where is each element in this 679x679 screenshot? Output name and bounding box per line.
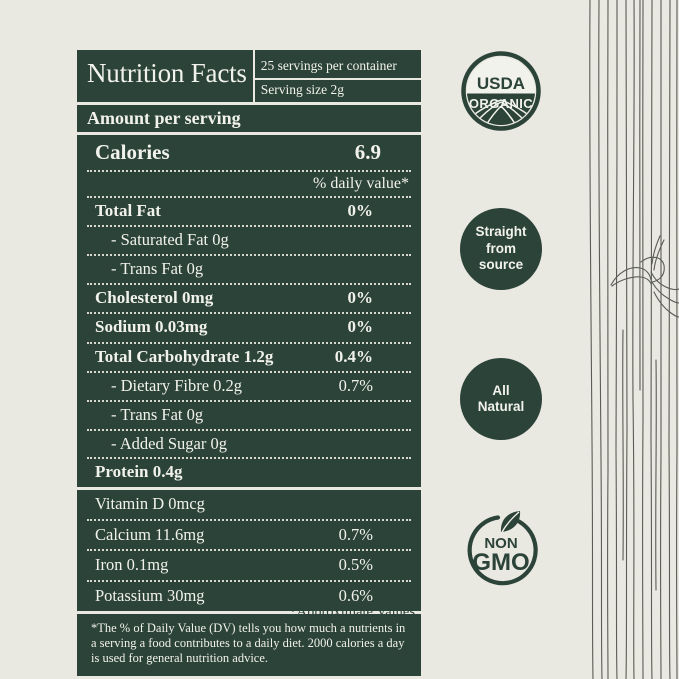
usda-top-text: USDA	[477, 74, 525, 93]
vitamin-name: Calcium 11.6mg	[95, 524, 205, 544]
vitamin-row-rule	[87, 549, 411, 552]
calories-value: 6.9	[354, 140, 381, 165]
vitamin-row: Iron 0.1mg 0.5%	[77, 551, 421, 580]
nutrient-daily-value: 0%	[347, 200, 374, 220]
nutrient-row-rule	[87, 282, 411, 285]
nutrient-daily-value: 0.4%	[334, 346, 373, 366]
nutrient-name: - Saturated Fat 0g	[111, 230, 229, 250]
calories-row: Calories 6.9	[77, 135, 421, 169]
nutrient-daily-value: 0.7%	[338, 375, 373, 395]
source-line-3: source	[478, 257, 524, 273]
nutrient-row-rule	[87, 341, 411, 344]
badge-non-gmo: NON GMO	[460, 508, 542, 590]
nutrient-row: - Trans Fat 0g	[77, 256, 421, 283]
source-line-1: Straight	[475, 224, 527, 240]
nutrient-row-rule	[87, 312, 411, 315]
nutrient-row: Sodium 0.03mg 0%	[77, 314, 421, 341]
badge-all-natural: All Natural	[460, 358, 542, 440]
approximate-values-note: *Approximate Values	[289, 604, 415, 620]
amount-per-serving: Amount per serving	[87, 107, 241, 128]
nutrient-row: Total Carbohydrate 1.2g 0.4%	[77, 344, 421, 371]
nutrient-row: - Saturated Fat 0g	[77, 227, 421, 254]
nutrient-name: Protein 0.4g	[95, 462, 183, 482]
vitamin-daily-value: 0.5%	[338, 555, 373, 575]
nutrient-name: Total Carbohydrate 1.2g	[95, 346, 274, 366]
vitamin-name: Iron 0.1mg	[95, 555, 169, 575]
natural-line-2: Natural	[477, 399, 525, 414]
stalk-illustration-svg	[589, 0, 679, 679]
non-gmo-icon: NON GMO	[467, 511, 538, 586]
vitamin-row: Calcium 11.6mg 0.7%	[77, 521, 421, 550]
nutrient-daily-value: 0%	[347, 287, 374, 307]
usda-bottom-text: ORGANIC	[469, 96, 533, 111]
nutrient-name: Total Fat	[95, 200, 161, 220]
rule-below-calories	[87, 169, 411, 172]
nutrient-row: Cholesterol 0mg 0%	[77, 285, 421, 312]
badge-usda-organic: USDA ORGANIC	[460, 50, 542, 132]
nutrient-row-rule	[87, 428, 411, 431]
vitamin-row-rule	[87, 580, 411, 583]
page-title: Nutrition Facts	[87, 58, 247, 88]
nutrient-row-rule	[87, 254, 411, 256]
vitamin-daily-value: 0.6%	[338, 586, 373, 606]
source-line-2: from	[486, 240, 516, 256]
all-natural-circle: All Natural	[460, 358, 542, 440]
calories-label: Calories	[95, 140, 170, 165]
nutrient-name: - Trans Fat 0g	[111, 404, 204, 424]
vitamin-daily-value: 0.7%	[338, 524, 373, 544]
nutrient-row: Protein 0.4g	[77, 459, 421, 486]
straight-from-source-circle: Straight from source	[460, 208, 542, 290]
nutrient-row-rule	[87, 370, 411, 373]
nutrient-row: - Dietary Fibre 0.2g 0.7%	[77, 373, 421, 400]
nutrient-name: - Trans Fat 0g	[111, 259, 204, 278]
natural-line-1: All	[492, 382, 510, 398]
vitamin-name: Potassium 30mg	[95, 586, 205, 606]
nutrient-row-rule	[87, 225, 411, 228]
rule-below-amount	[77, 132, 421, 136]
servings-block: 25 servings per container Serving size 2…	[252, 50, 421, 102]
badge-straight-from-source: Straight from source	[460, 208, 542, 290]
rule-above-vitamins	[77, 486, 421, 490]
stalk-illustration	[588, 0, 679, 679]
nutrient-row: - Trans Fat 0g	[77, 402, 421, 429]
nutrient-row-rule	[87, 457, 411, 460]
rule-above-amount	[77, 101, 421, 105]
nutrient-row: - Added Sugar 0g	[77, 431, 421, 458]
label-header: Nutrition Facts 25 servings per containe…	[77, 50, 421, 102]
nutrient-name: Cholesterol 0mg	[95, 287, 214, 307]
serving-size: Serving size 2g	[260, 81, 344, 97]
nutrient-rows: Total Fat 0% - Saturated Fat 0g - Trans Fat…	[77, 198, 421, 487]
daily-value-header: % daily value*	[313, 174, 409, 192]
usda-organic-icon: USDA ORGANIC	[461, 51, 541, 131]
non-gmo-line-2: GMO	[472, 549, 529, 576]
nutrient-row: Total Fat 0%	[77, 198, 421, 225]
nutrient-name: - Added Sugar 0g	[111, 433, 227, 453]
vitamin-row: Potassium 30mg 0.6%	[77, 582, 421, 611]
vitamin-name: Vitamin D 0mcg	[95, 493, 205, 513]
rule-above-footnote	[77, 610, 421, 614]
nutrient-daily-value: 0%	[347, 317, 374, 337]
rule-below-dv-header	[87, 195, 411, 198]
non-gmo-line-1: NON	[484, 535, 517, 552]
nutrition-facts-label: Nutrition Facts 25 servings per containe…	[77, 50, 421, 676]
nutrient-row-rule	[87, 399, 411, 402]
vitamin-row-rule	[87, 518, 411, 521]
nutrient-name: - Dietary Fibre 0.2g	[111, 375, 243, 395]
vitamin-row: Vitamin D 0mcg	[77, 490, 421, 519]
servings-separator	[254, 77, 421, 80]
servings-per-container: 25 servings per container	[260, 58, 397, 73]
footnote-text: *The % of Daily Value (DV) tells you how…	[91, 620, 406, 666]
vitamin-rows: Vitamin D 0mcg Calcium 11.6mg 0.7% Iron 0.1…	[77, 490, 421, 611]
nutrient-name: Sodium 0.03mg	[95, 317, 208, 337]
